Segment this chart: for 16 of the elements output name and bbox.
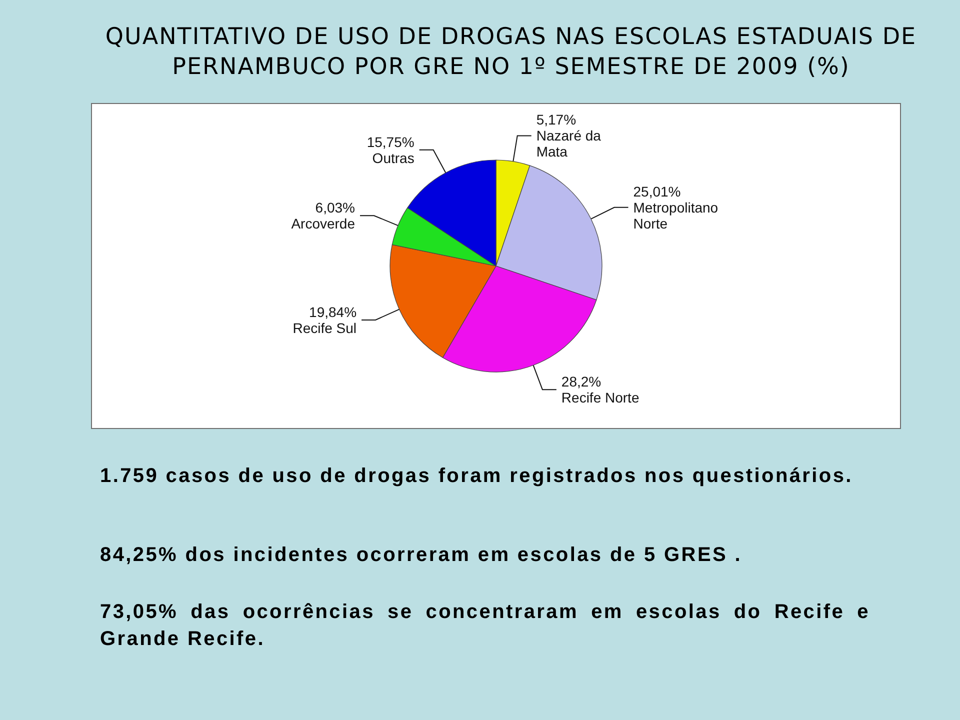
slice-label: Recife Norte [561, 390, 640, 406]
data-label: 15,75% [366, 134, 414, 150]
data-label: 28,2% [561, 374, 602, 390]
text: 73,05% das ocorrências se concentraram em escolas do Recife e Grande Recife. [100, 600, 870, 652]
text: 84,25% dos incidentes ocorreram em escolas de 5 GRES . [100, 543, 744, 568]
data-label: 6,03% [315, 200, 355, 216]
text: 1.759 casos de uso de drogas foram registrados nos questionários. [100, 464, 854, 489]
data-label: 25,01% [633, 183, 681, 200]
slice-label: Nazaré da Mata [536, 128, 605, 160]
data-label: 5,17% [536, 112, 576, 128]
slice-label: Recife Sul [292, 320, 357, 336]
data-label: 19,84% [309, 304, 357, 320]
chart-title: QUANTITATIVO DE USO DE DROGAS NAS ESCOLAS ESTADUAIS DE PERNAMBUCO POR GRE NO 1º SEMESTRE DE 2009 (%) [104, 23, 918, 82]
slice-label: Arcoverde [291, 216, 356, 232]
slice-label: Outras [372, 150, 414, 166]
slice-label: Metropolitano Norte [633, 199, 722, 232]
